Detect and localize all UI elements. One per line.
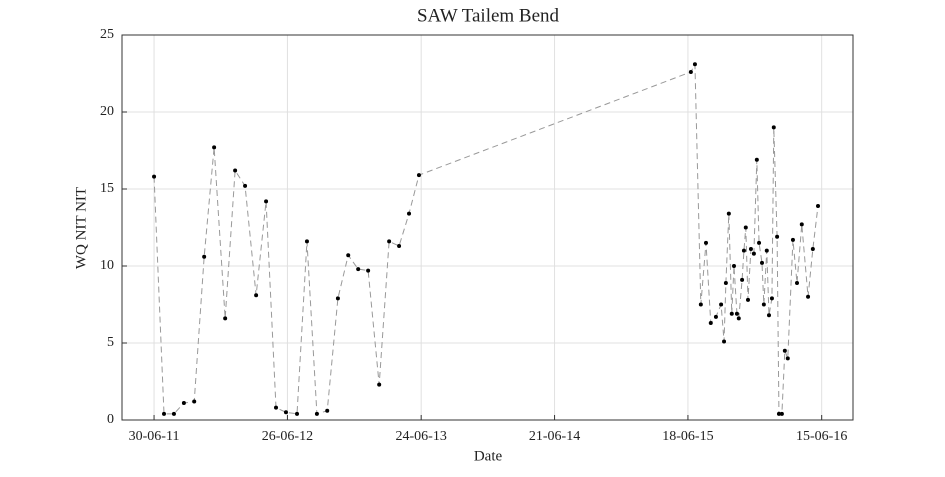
data-point xyxy=(745,297,750,302)
data-point xyxy=(766,313,771,318)
data-point xyxy=(274,405,279,410)
data-point xyxy=(764,248,769,253)
data-point xyxy=(754,157,759,162)
data-point xyxy=(769,296,774,301)
data-point xyxy=(692,62,697,67)
data-point xyxy=(771,125,776,130)
data-point xyxy=(785,356,790,361)
data-point xyxy=(283,410,288,415)
data-point xyxy=(152,174,157,179)
x-tick-label: 24-06-13 xyxy=(396,429,447,444)
data-point xyxy=(759,260,764,265)
data-point xyxy=(314,411,319,416)
data-point xyxy=(726,211,731,216)
data-point xyxy=(243,183,248,188)
data-point xyxy=(776,411,781,416)
data-point xyxy=(741,248,746,253)
data-point xyxy=(397,243,402,248)
y-tick-label: 15 xyxy=(100,181,114,196)
y-tick-label: 0 xyxy=(107,412,114,427)
y-tick-label: 5 xyxy=(107,335,114,350)
data-point xyxy=(708,320,713,325)
data-point xyxy=(356,267,361,272)
chart-title: SAW Tailem Bend xyxy=(417,5,560,26)
data-point xyxy=(736,316,741,321)
data-point xyxy=(806,294,811,299)
y-tick-label: 10 xyxy=(100,258,114,273)
data-point xyxy=(202,254,207,259)
data-point xyxy=(761,302,766,307)
data-point xyxy=(799,222,804,227)
data-point xyxy=(743,225,748,230)
data-point xyxy=(790,237,795,242)
data-point xyxy=(757,240,762,245)
data-point xyxy=(223,316,228,321)
data-point xyxy=(748,247,753,252)
data-point xyxy=(181,401,186,406)
data-point xyxy=(751,251,756,256)
data-point xyxy=(794,280,799,285)
data-point xyxy=(713,314,718,319)
y-tick-label: 20 xyxy=(100,104,114,119)
data-point xyxy=(740,277,745,282)
data-point xyxy=(171,411,176,416)
y-tick-label: 25 xyxy=(100,27,114,42)
data-point xyxy=(779,411,784,416)
y-axis-label: WQ NIT NIT xyxy=(73,187,89,269)
data-point xyxy=(698,302,703,307)
data-point xyxy=(162,411,167,416)
data-point xyxy=(212,145,217,150)
data-point xyxy=(729,311,734,316)
data-point xyxy=(346,253,351,258)
data-point xyxy=(775,234,780,239)
data-point xyxy=(304,239,309,244)
data-point xyxy=(815,203,820,208)
data-point xyxy=(387,239,392,244)
data-point xyxy=(254,293,259,298)
data-point xyxy=(335,296,340,301)
data-point xyxy=(734,311,739,316)
plot-frame xyxy=(121,34,854,421)
x-tick-label: 18-06-15 xyxy=(662,429,713,444)
data-point xyxy=(233,168,238,173)
data-point xyxy=(192,399,197,404)
x-axis-label: Date xyxy=(474,448,503,464)
data-point xyxy=(264,199,269,204)
data-point xyxy=(325,408,330,413)
data-point xyxy=(366,268,371,273)
data-point xyxy=(810,247,815,252)
x-tick-label: 26-06-12 xyxy=(262,429,313,444)
x-tick-label: 30-06-11 xyxy=(129,429,180,444)
data-point xyxy=(377,382,382,387)
data-point xyxy=(416,173,421,178)
data-point xyxy=(407,211,412,216)
x-tick-label: 21-06-14 xyxy=(529,429,580,444)
data-line xyxy=(153,62,819,415)
data-point xyxy=(703,240,708,245)
data-point xyxy=(719,302,724,307)
x-tick-label: 15-06-16 xyxy=(796,429,847,444)
data-point xyxy=(722,339,727,344)
data-point xyxy=(723,280,728,285)
data-point xyxy=(731,264,736,268)
data-point xyxy=(782,348,787,353)
data-point xyxy=(688,69,693,74)
data-point xyxy=(295,411,300,416)
